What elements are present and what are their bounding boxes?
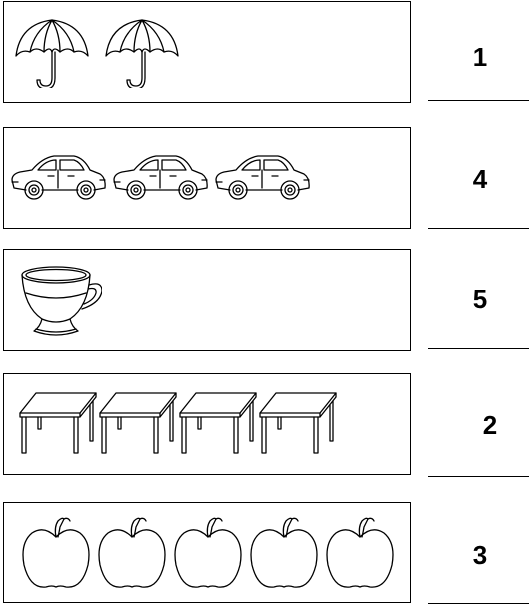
answer-number: 2: [482, 410, 498, 440]
table-icon: [18, 391, 98, 457]
worksheet-row-3: 5: [0, 248, 530, 354]
picture-box: [3, 249, 411, 351]
car-icon: [212, 152, 312, 204]
umbrella-icon: [12, 16, 92, 88]
apple-icon: [20, 515, 92, 591]
answer-number: 3: [472, 540, 488, 570]
answer-line: [428, 348, 529, 349]
picture-box: [3, 127, 411, 229]
table-icon: [178, 391, 258, 457]
apple-icon: [248, 515, 320, 591]
answer-number: 4: [472, 164, 488, 194]
worksheet-row-4: 2: [0, 372, 530, 478]
worksheet-row-2: 4: [0, 126, 530, 232]
answer-line: [428, 603, 529, 604]
worksheet-row-5: 3: [0, 500, 530, 606]
apple-icon: [96, 515, 168, 591]
answer-line: [428, 476, 529, 477]
answer-line: [428, 100, 529, 101]
cup-icon: [18, 263, 102, 337]
picture-box: [3, 502, 411, 603]
car-icon: [110, 152, 210, 204]
umbrella-icon: [102, 16, 182, 88]
apple-icon: [324, 515, 396, 591]
answer-number: 1: [472, 42, 488, 72]
picture-box: [3, 373, 411, 475]
table-icon: [258, 391, 338, 457]
answer-number: 5: [472, 284, 488, 314]
apple-icon: [172, 515, 244, 591]
table-icon: [98, 391, 178, 457]
picture-box: [3, 1, 411, 103]
car-icon: [8, 152, 108, 204]
worksheet-row-1: 1: [0, 0, 530, 106]
answer-line: [428, 228, 529, 229]
